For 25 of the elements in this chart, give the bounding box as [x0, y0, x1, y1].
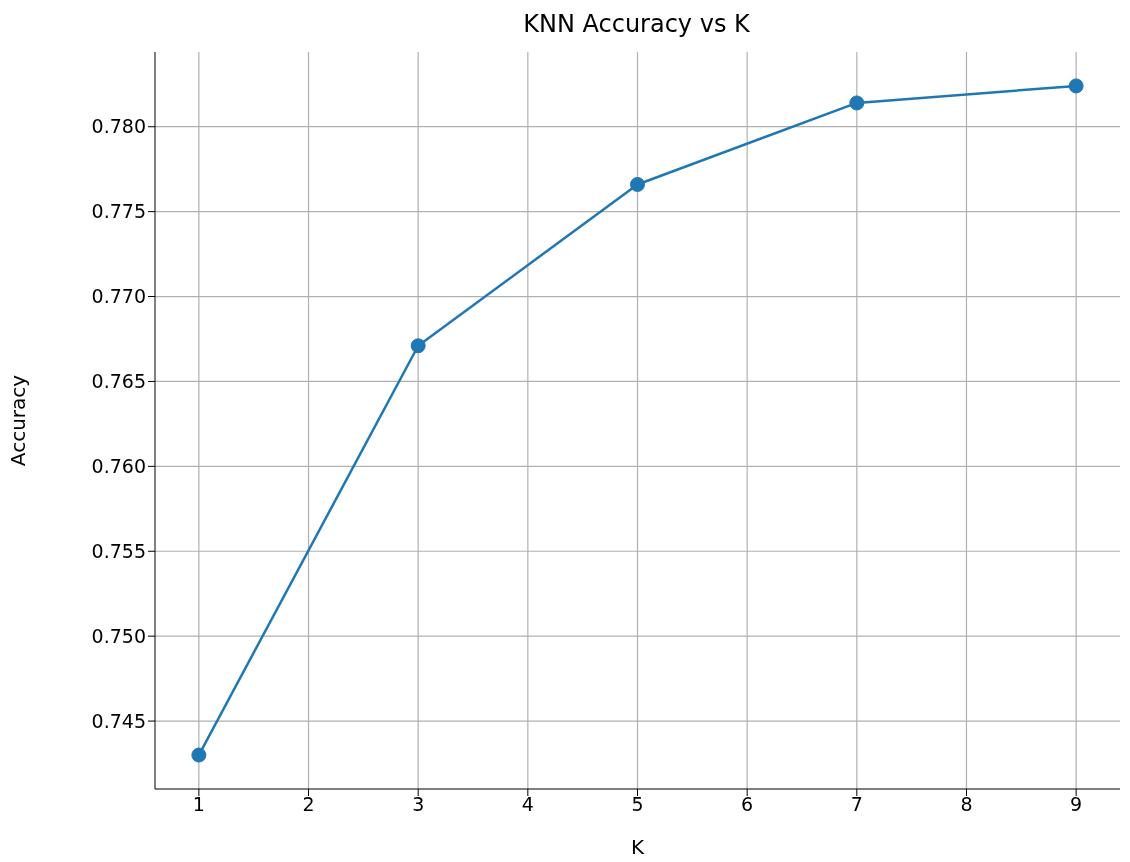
point	[410, 338, 426, 354]
x-tick-label: 5	[631, 793, 644, 816]
x-tick-label: 4	[521, 793, 534, 816]
y-tick-label: 0.755	[91, 540, 146, 562]
x-tick-label: 9	[1070, 793, 1083, 816]
x-axis-title: K	[630, 835, 645, 859]
x-tick-label: 6	[741, 793, 754, 816]
chart-title: KNN Accuracy vs K	[522, 10, 751, 38]
point	[191, 747, 207, 763]
x-tick-label: 1	[192, 793, 205, 816]
y-tick-label: 0.780	[91, 115, 146, 138]
y-tick-label: 0.750	[91, 624, 146, 647]
y-tick-label: 0.770	[91, 285, 146, 308]
y-tick-label: 0.775	[91, 200, 146, 223]
point	[849, 95, 865, 111]
x-tick-label: 8	[960, 793, 973, 816]
x-tick-label: 7	[850, 793, 863, 816]
y-tick-label: 0.745	[91, 709, 146, 732]
point	[1068, 78, 1084, 94]
x-tick-label: 3	[412, 793, 425, 816]
point	[630, 176, 645, 192]
y-axis-title: Accuracy	[6, 374, 31, 467]
y-tick-label: 0.765	[91, 370, 146, 393]
y-tick-label: 0.760	[91, 455, 146, 478]
x-tick-label: 2	[302, 793, 315, 816]
